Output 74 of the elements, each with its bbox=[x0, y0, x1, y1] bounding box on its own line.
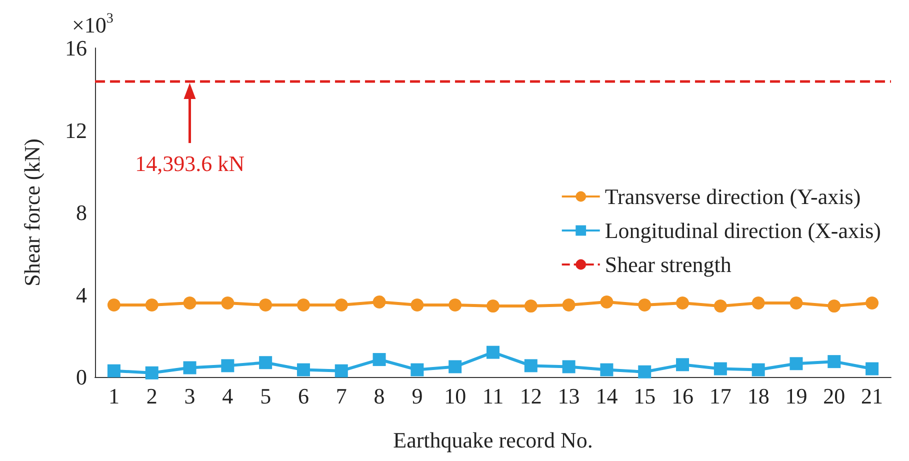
point bbox=[296, 298, 310, 312]
x-tick-label: 20 bbox=[823, 384, 846, 408]
point bbox=[828, 300, 841, 313]
legend-label: Longitudinal direction (X-axis) bbox=[604, 218, 882, 243]
point bbox=[183, 296, 196, 310]
point bbox=[372, 353, 386, 366]
y-tick-label: 8 bbox=[76, 200, 87, 225]
x-tick-label: 13 bbox=[558, 384, 580, 408]
point bbox=[866, 362, 879, 376]
point bbox=[638, 365, 652, 378]
legend-label: Shear strength bbox=[604, 252, 732, 277]
y-tick-label: 12 bbox=[65, 118, 87, 143]
point bbox=[259, 298, 272, 312]
x-tick-label: 16 bbox=[672, 384, 694, 408]
point bbox=[183, 361, 196, 374]
point bbox=[752, 296, 765, 310]
x-tick-label: 6 bbox=[298, 384, 309, 408]
x-tick-label: 15 bbox=[634, 384, 656, 408]
x-tick-label: 1 bbox=[108, 384, 120, 408]
point bbox=[145, 366, 158, 380]
x-tick-label: 10 bbox=[444, 384, 466, 408]
point bbox=[221, 296, 234, 310]
point bbox=[752, 363, 765, 376]
point bbox=[410, 298, 424, 312]
y-axis-title: Shear force (kN) bbox=[20, 138, 44, 286]
point bbox=[600, 363, 614, 376]
point bbox=[638, 298, 652, 312]
x-tick-label: 9 bbox=[412, 384, 423, 408]
x-tick-label: 14 bbox=[596, 384, 618, 408]
point bbox=[486, 300, 500, 313]
y-tick-label: 0 bbox=[76, 364, 87, 390]
point bbox=[372, 295, 386, 308]
x-tick-label: 7 bbox=[336, 384, 347, 408]
point bbox=[562, 360, 576, 374]
point bbox=[107, 298, 120, 312]
point bbox=[334, 298, 348, 312]
point bbox=[676, 358, 690, 372]
point bbox=[410, 363, 424, 376]
point bbox=[866, 296, 879, 310]
point bbox=[714, 300, 727, 313]
point bbox=[486, 346, 500, 359]
point bbox=[107, 364, 120, 378]
point bbox=[714, 362, 727, 376]
x-tick-label: 19 bbox=[785, 384, 808, 408]
point bbox=[524, 300, 538, 313]
point bbox=[600, 295, 614, 308]
x-tick-label: 11 bbox=[482, 384, 504, 408]
y-tick-label: 16 bbox=[65, 36, 87, 60]
point bbox=[790, 357, 803, 370]
y-tick-label: 4 bbox=[76, 282, 87, 308]
point bbox=[259, 356, 272, 370]
annotation: 14,393.6 kN bbox=[135, 151, 245, 176]
point bbox=[334, 364, 348, 378]
x-tick-label: 2 bbox=[146, 384, 158, 408]
x-tick-label: 3 bbox=[184, 384, 196, 408]
x-tick-label: 4 bbox=[222, 384, 234, 408]
point bbox=[296, 363, 310, 376]
point bbox=[448, 360, 462, 374]
x-tick-label: 12 bbox=[520, 384, 542, 408]
point bbox=[828, 355, 841, 368]
x-tick-label: 17 bbox=[709, 384, 732, 408]
x-tick-label: 8 bbox=[374, 384, 385, 408]
point bbox=[221, 359, 234, 372]
point bbox=[790, 296, 803, 310]
x-tick-label: 5 bbox=[260, 384, 272, 408]
point bbox=[676, 296, 690, 310]
x-tick-label: 18 bbox=[747, 384, 770, 408]
x-axis-title: Earthquake record No. bbox=[393, 428, 593, 452]
x-tick-label: 21 bbox=[861, 384, 884, 408]
legend-label: Transverse direction (Y-axis) bbox=[604, 184, 861, 209]
point bbox=[524, 359, 538, 372]
point bbox=[448, 298, 462, 312]
point bbox=[562, 298, 576, 312]
point bbox=[145, 298, 158, 312]
